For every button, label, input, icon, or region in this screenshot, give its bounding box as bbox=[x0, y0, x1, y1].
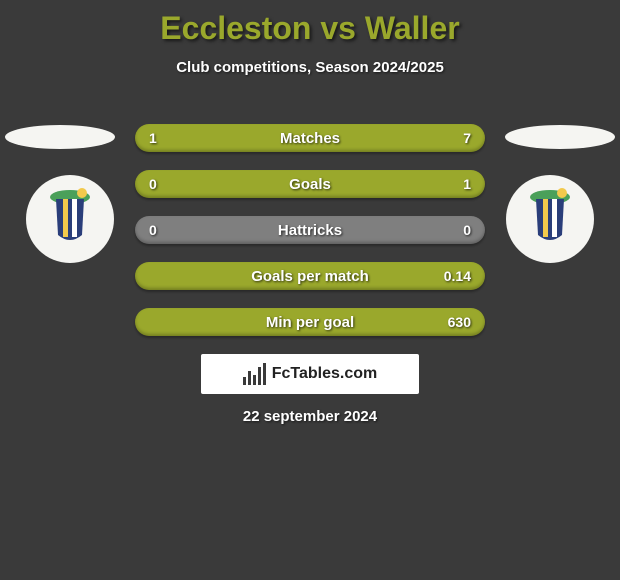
brand-text: FcTables.com bbox=[272, 365, 378, 383]
stat-left-value: 0 bbox=[149, 176, 157, 192]
stat-label: Min per goal bbox=[135, 314, 485, 331]
left-player-oval bbox=[5, 125, 115, 149]
stat-right-value: 630 bbox=[448, 314, 471, 330]
right-player-oval bbox=[505, 125, 615, 149]
right-club-badge bbox=[506, 175, 594, 263]
stat-row: Min per goal630 bbox=[135, 308, 485, 336]
stat-label: Goals bbox=[135, 176, 485, 193]
stat-row: Goals0 1 bbox=[135, 170, 485, 198]
stat-right-value: 0.14 bbox=[444, 268, 471, 284]
stat-row: Matches1 7 bbox=[135, 124, 485, 152]
stat-row: Hattricks0 0 bbox=[135, 216, 485, 244]
bar-chart-icon bbox=[243, 363, 266, 385]
stat-label: Goals per match bbox=[135, 268, 485, 285]
stat-right-value: 0 bbox=[463, 222, 471, 238]
stats-column: Matches17Goals01Hattricks00Goals per mat… bbox=[135, 124, 485, 354]
stat-right-value: 7 bbox=[463, 130, 471, 146]
subtitle: Club competitions, Season 2024/2025 bbox=[0, 59, 620, 76]
stat-row: Goals per match0.14 bbox=[135, 262, 485, 290]
brand-footer: FcTables.com bbox=[201, 354, 419, 394]
stat-label: Matches bbox=[135, 130, 485, 147]
left-club-badge bbox=[26, 175, 114, 263]
crest-icon bbox=[516, 185, 584, 253]
page-title: Eccleston vs Waller bbox=[0, 0, 620, 47]
crest-icon bbox=[36, 185, 104, 253]
stat-right-value: 1 bbox=[463, 176, 471, 192]
stat-left-value: 0 bbox=[149, 222, 157, 238]
stat-left-value: 1 bbox=[149, 130, 157, 146]
stat-label: Hattricks bbox=[135, 222, 485, 239]
date-line: 22 september 2024 bbox=[0, 408, 620, 425]
page-title-text: Eccleston vs Waller bbox=[160, 10, 459, 46]
